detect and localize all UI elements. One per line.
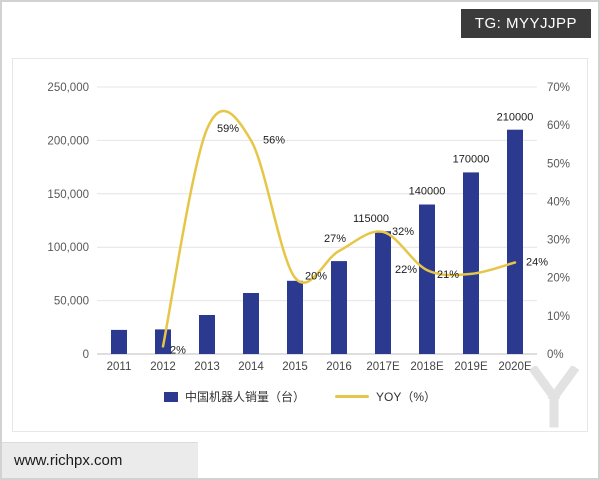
gridlines: 0 50,000 100,000 150,000 200,000 250,000 0% 10%… xyxy=(47,82,570,373)
svg-text:150,000: 150,000 xyxy=(47,189,89,201)
legend-label-sales: 中国机器人销量（台） xyxy=(184,390,305,404)
sales-bar xyxy=(507,129,523,354)
legend-label-yoy: YOY（%） xyxy=(376,390,437,404)
sales-bar xyxy=(243,293,259,354)
chart-legend: 中国机器人销量（台） YOY（%） xyxy=(12,388,588,405)
svg-text:59%: 59% xyxy=(217,123,239,135)
sales-bar xyxy=(375,231,391,354)
svg-text:24%: 24% xyxy=(526,257,548,269)
svg-text:100,000: 100,000 xyxy=(47,242,89,254)
sales-bar xyxy=(111,329,127,354)
svg-text:2015: 2015 xyxy=(282,361,308,373)
svg-text:2018E: 2018E xyxy=(410,361,444,373)
sales-bar xyxy=(287,280,303,354)
svg-text:56%: 56% xyxy=(263,134,285,146)
yoy-line xyxy=(161,109,517,348)
svg-text:21%: 21% xyxy=(437,269,459,281)
yoy-line-swatch-icon xyxy=(335,395,369,398)
svg-text:30%: 30% xyxy=(547,235,570,247)
svg-text:50,000: 50,000 xyxy=(54,296,89,308)
svg-text:2012: 2012 xyxy=(150,361,176,373)
legend-item-yoy: YOY（%） xyxy=(335,388,436,405)
svg-text:20%: 20% xyxy=(305,271,327,283)
svg-text:210000: 210000 xyxy=(497,112,534,124)
svg-text:170000: 170000 xyxy=(453,153,490,165)
svg-text:2017E: 2017E xyxy=(366,361,400,373)
legend-item-sales: 中国机器人销量（台） xyxy=(163,388,305,405)
svg-text:22%: 22% xyxy=(395,264,417,276)
svg-text:2016: 2016 xyxy=(326,361,352,373)
svg-text:2013: 2013 xyxy=(194,361,220,373)
svg-text:40%: 40% xyxy=(547,196,570,208)
sales-bar xyxy=(199,315,215,354)
svg-text:140000: 140000 xyxy=(409,186,446,198)
site-url-text: www.richpx.com xyxy=(14,452,123,469)
svg-text:250,000: 250,000 xyxy=(47,82,89,94)
svg-text:2011: 2011 xyxy=(107,361,132,373)
sales-bar xyxy=(463,172,479,354)
svg-text:70%: 70% xyxy=(547,82,570,94)
svg-text:20%: 20% xyxy=(547,273,570,285)
svg-text:0: 0 xyxy=(83,349,89,361)
svg-text:2%: 2% xyxy=(170,344,186,356)
svg-text:60%: 60% xyxy=(547,120,570,132)
svg-text:2014: 2014 xyxy=(238,361,264,373)
sales-bar xyxy=(331,261,347,354)
svg-text:0%: 0% xyxy=(547,349,564,361)
site-watermark-strip: www.richpx.com xyxy=(2,442,198,478)
yiou-logo-watermark xyxy=(528,366,580,428)
sales-bar xyxy=(419,204,435,354)
svg-text:10%: 10% xyxy=(547,311,570,323)
tg-badge: TG: MYYJJPP xyxy=(460,9,591,38)
yoy-line-group: 2% 59% 56% 20% 27% 32% 22% 21% 24% xyxy=(161,109,548,356)
svg-text:32%: 32% xyxy=(392,226,414,238)
sales-bar-swatch-icon xyxy=(163,391,178,402)
svg-text:2019E: 2019E xyxy=(454,361,488,373)
svg-text:200,000: 200,000 xyxy=(47,135,89,147)
svg-text:27%: 27% xyxy=(324,233,346,245)
svg-text:50%: 50% xyxy=(547,158,570,170)
chart-frame xyxy=(12,58,588,432)
svg-text:115000: 115000 xyxy=(353,213,389,225)
bars-group: 115000 140000 170000 210000 xyxy=(111,112,533,354)
svg-text:2020E: 2020E xyxy=(498,361,532,373)
